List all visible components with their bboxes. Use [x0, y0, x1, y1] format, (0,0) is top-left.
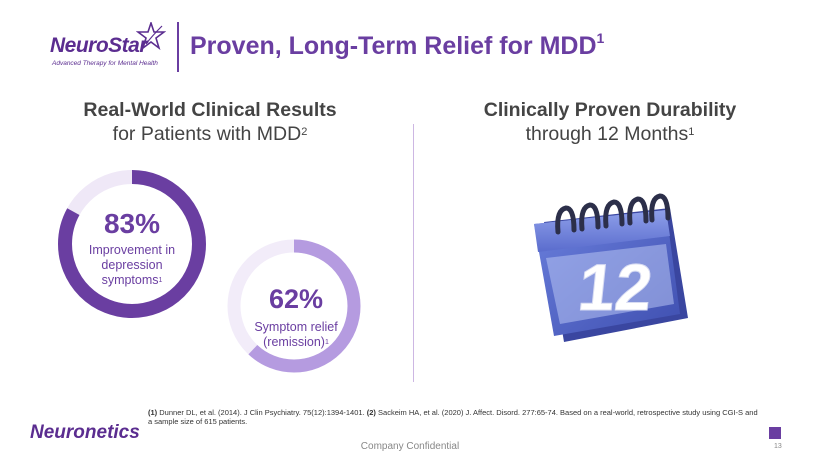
- star-logo-icon: [136, 22, 166, 50]
- ring-83-chart: [58, 170, 206, 318]
- page-number: 13: [774, 443, 782, 450]
- stat-62-label: Symptom relief (remission)1: [254, 320, 338, 349]
- calendar-panel: [546, 244, 674, 324]
- right-heading: Clinically Proven Durability through 12 …: [440, 98, 780, 146]
- stat-62-value: 62%: [268, 284, 324, 314]
- calendar-number: 12: [575, 251, 656, 325]
- left-heading: Real-World Clinical Results for Patients…: [50, 98, 370, 146]
- confidential-label: Company Confidential: [360, 441, 460, 452]
- ring-62-chart: [227, 239, 361, 373]
- neuronetics-logo: Neuronetics: [30, 422, 140, 443]
- ring-83-arc: [58, 170, 206, 318]
- vertical-divider: [413, 124, 414, 382]
- calendar-top-band: [534, 210, 670, 252]
- header-divider: [177, 22, 179, 72]
- corner-accent: [769, 427, 781, 439]
- logo-name: NeuroStar: [50, 34, 148, 57]
- logo-tagline: Advanced Therapy for Mental Health: [52, 60, 158, 67]
- right-heading-bold: Clinically Proven Durability: [483, 99, 737, 121]
- footnotes: (1) Dunner DL, et al. (2014). J Clin Psy…: [148, 408, 758, 426]
- calendar-illustration: 12: [534, 193, 688, 342]
- left-heading-line2: for Patients with MDD2: [112, 123, 308, 145]
- right-heading-line2: through 12 Months1: [525, 123, 695, 145]
- stat-83-label: Improvement in depression symptoms1: [88, 243, 176, 287]
- left-heading-bold: Real-World Clinical Results: [83, 99, 337, 121]
- neurostar-logo: NeuroStar Advanced Therapy for Mental He…: [50, 22, 170, 70]
- calendar-binder-rings: [555, 193, 671, 235]
- page-title: Proven, Long-Term Relief for MDD1: [190, 30, 605, 60]
- stat-83-value: 83%: [103, 208, 161, 239]
- ring-62-arc: [227, 239, 361, 373]
